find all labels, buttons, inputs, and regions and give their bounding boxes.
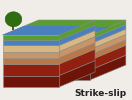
Polygon shape xyxy=(90,20,126,40)
Polygon shape xyxy=(3,76,59,87)
Polygon shape xyxy=(90,55,126,80)
Polygon shape xyxy=(90,29,126,49)
Polygon shape xyxy=(3,26,81,35)
Polygon shape xyxy=(3,20,95,35)
Polygon shape xyxy=(5,12,22,27)
Polygon shape xyxy=(59,49,90,55)
Polygon shape xyxy=(59,20,126,35)
Polygon shape xyxy=(90,34,126,55)
Polygon shape xyxy=(59,35,90,40)
Polygon shape xyxy=(59,61,95,87)
Polygon shape xyxy=(59,60,90,70)
Text: Strike-slip: Strike-slip xyxy=(74,89,126,98)
Polygon shape xyxy=(3,45,59,52)
Polygon shape xyxy=(3,35,59,40)
Polygon shape xyxy=(59,55,90,60)
Polygon shape xyxy=(59,20,95,40)
Polygon shape xyxy=(3,52,59,58)
Polygon shape xyxy=(90,24,126,44)
Polygon shape xyxy=(12,24,14,30)
Polygon shape xyxy=(90,45,126,70)
Polygon shape xyxy=(3,64,59,76)
Polygon shape xyxy=(59,44,90,49)
Polygon shape xyxy=(59,27,110,35)
Polygon shape xyxy=(90,40,126,60)
Polygon shape xyxy=(59,43,95,64)
Polygon shape xyxy=(59,40,90,44)
Polygon shape xyxy=(59,70,90,80)
Polygon shape xyxy=(59,49,95,76)
Polygon shape xyxy=(59,30,95,52)
Polygon shape xyxy=(59,25,95,45)
Polygon shape xyxy=(3,58,59,64)
Polygon shape xyxy=(3,40,59,45)
Polygon shape xyxy=(59,37,95,58)
